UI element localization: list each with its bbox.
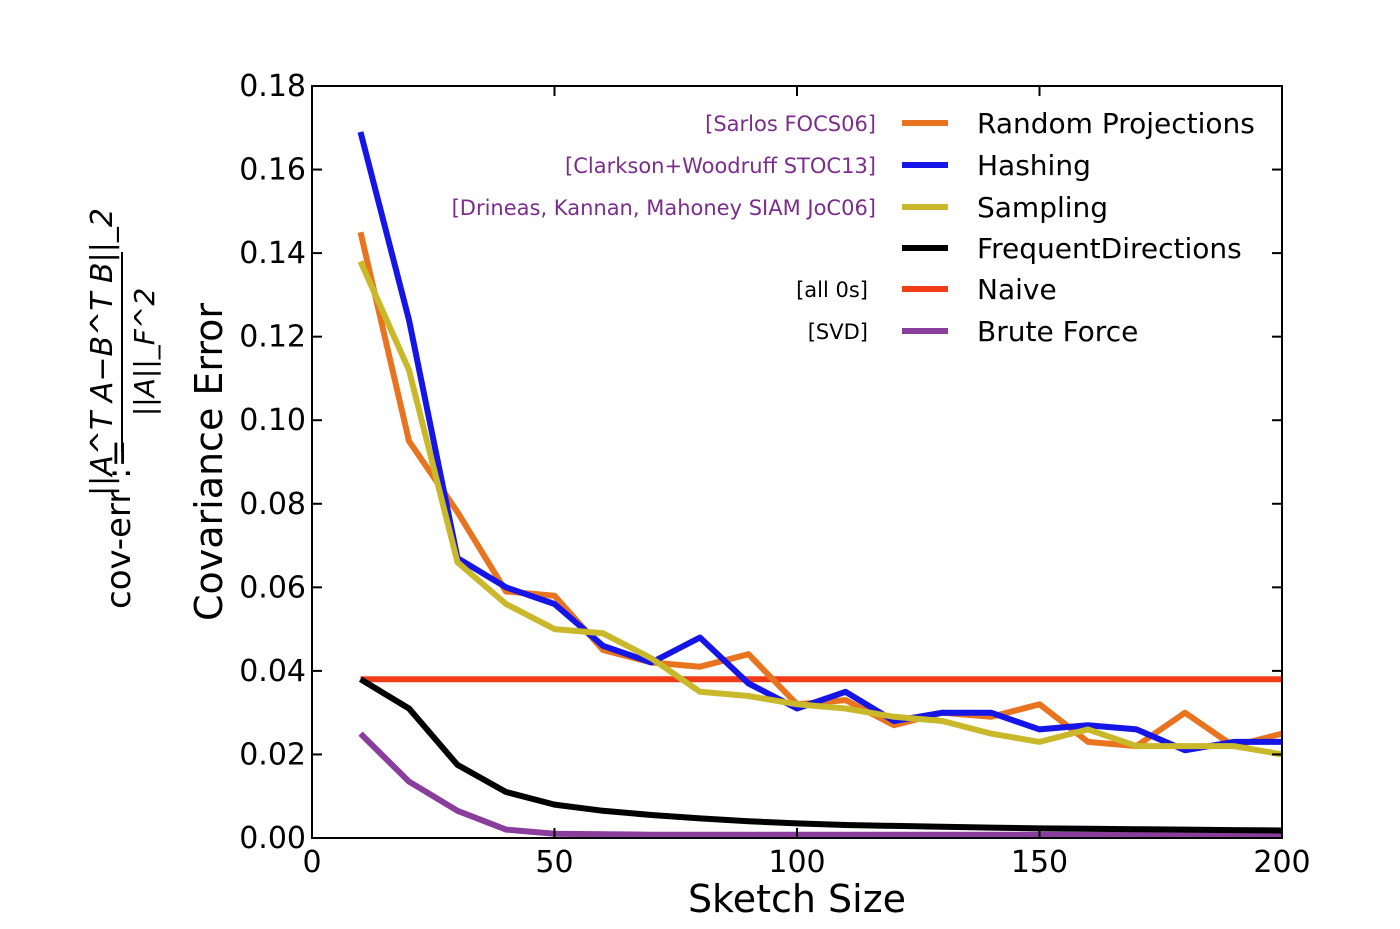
y-axis-label: Covariance Error (187, 303, 231, 621)
series-line-frequentdirections (358, 676, 1283, 834)
y-tick-label: 0.18 (239, 69, 306, 104)
legend-label-hashing: Hashing (977, 149, 1091, 182)
side-label-numerator: ||A^T A−B^T B||_2 (85, 208, 120, 496)
x-tick-label: 100 (768, 845, 825, 880)
side-formula-label: cov-err :=||A^T A−B^T B||_2 ||A||_F^2 (85, 208, 161, 609)
y-tick-label: 0.16 (239, 153, 306, 188)
y-tick-label: 0.12 (239, 320, 306, 355)
legend-label-sampling: Sampling (977, 191, 1108, 224)
legend-label-random-projections: Random Projections (977, 107, 1255, 140)
y-tick-label: 0.06 (239, 570, 306, 605)
x-tick-label: 200 (1253, 845, 1310, 880)
side-label-denominator: ||A||_F^2 (128, 288, 161, 416)
series-line-brute-force (358, 731, 1282, 838)
y-tick-label: 0.14 (239, 236, 306, 271)
legend-citation-sampling: [Drineas, Kannan, Mahoney SIAM JoC06] (452, 196, 876, 220)
y-tick-label: 0.02 (239, 737, 306, 772)
axes: 0 50 100 150 200 0.00 0.02 0.04 0.06 0.08 0.10 0.12… (239, 69, 1310, 880)
x-tick-label: 0 (302, 845, 321, 880)
series-line-hashing (357, 131, 1282, 754)
y-tick-label: 0.08 (239, 487, 306, 522)
x-axis-label: Sketch Size (688, 877, 906, 921)
legend-label-frequentdirections: FrequentDirections (977, 232, 1242, 265)
legend-label-brute-force: Brute Force (977, 315, 1138, 348)
legend-citation-hashing: [Clarkson+Woodruff STOC13] (565, 154, 876, 178)
side-label-prefix: cov-err := (99, 439, 139, 609)
legend-label-naive: Naive (977, 273, 1057, 306)
series-line-random-projections (357, 231, 1283, 750)
legend: Random Projections [Sarlos FOCS06] Hashing… (452, 107, 1255, 348)
series-line-sampling (357, 260, 1283, 758)
y-tick-label: 0.00 (239, 821, 306, 856)
legend-citation-random-projections: [Sarlos FOCS06] (705, 112, 876, 136)
plot-marks (357, 131, 1283, 838)
legend-citation-brute-force: [SVD] (808, 320, 868, 344)
y-tick-label: 0.10 (239, 403, 306, 438)
y-tick-label: 0.04 (239, 654, 306, 689)
x-tick-label: 50 (535, 845, 573, 880)
x-tick-label: 150 (1011, 845, 1068, 880)
legend-citation-naive: [all 0s] (796, 278, 868, 302)
